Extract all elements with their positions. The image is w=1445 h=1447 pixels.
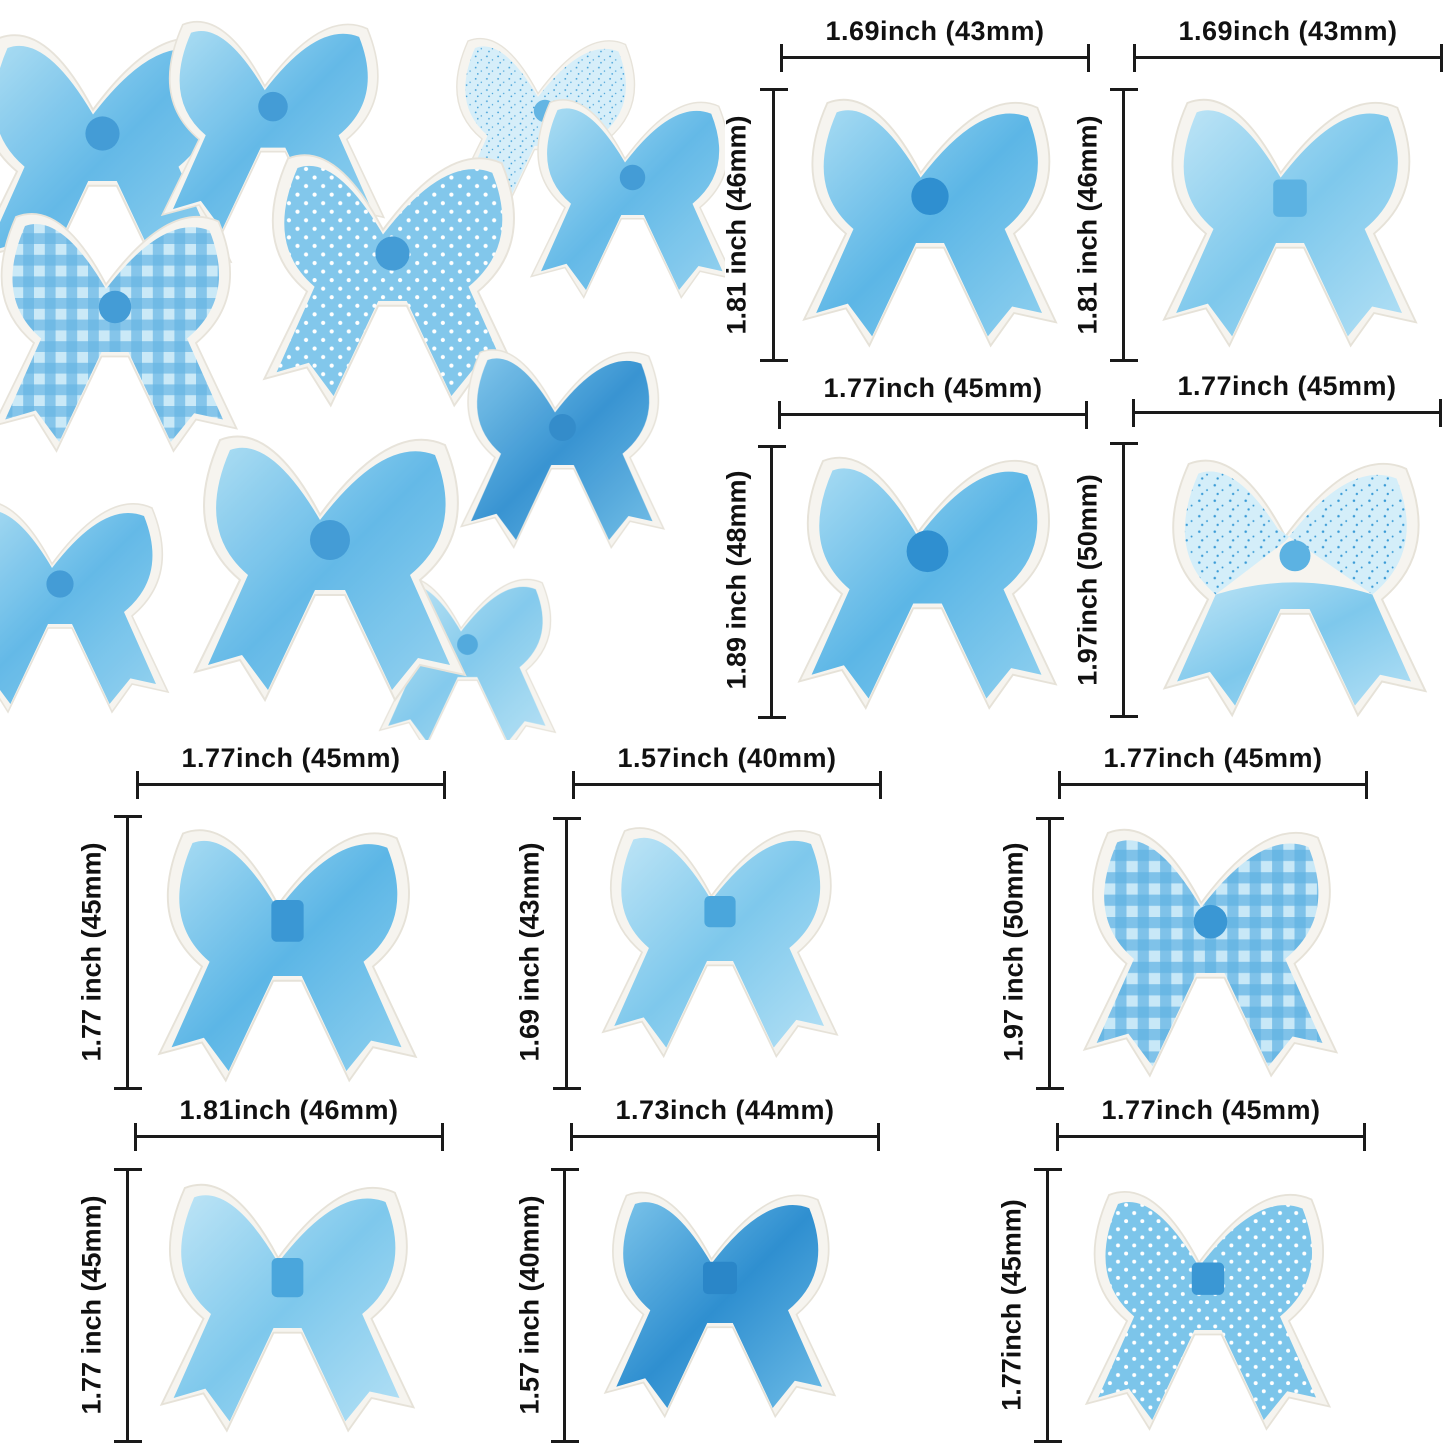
sticker-5-bow-image [145, 805, 430, 1090]
sticker-2-height-dimension [1102, 88, 1142, 362]
sticker-7-height-label: 1.97 inch (50mm) [998, 842, 1029, 1062]
sticker-4-height-label: 1.97inch (50mm) [1072, 474, 1103, 686]
sticker-1-bow-image [790, 75, 1070, 355]
width-label: 1.81inch (46mm) [179, 1095, 399, 1125]
sticker-7-bow-image [1068, 805, 1353, 1085]
sticker-5-height-label: 1.77 inch (45mm) [76, 842, 107, 1062]
width-label: 1.69inch (43mm) [1178, 16, 1398, 46]
sticker-9-bow-image [580, 1170, 860, 1425]
sticker-8-height-label: 1.77 inch (45mm) [76, 1195, 107, 1415]
sticker-8-height-dimension [106, 1168, 146, 1443]
width-label: 1.77inch (45mm) [181, 743, 401, 773]
bow-sticker-pile [0, 0, 725, 740]
sticker-1-width-dimension: 1.69inch (43mm) [780, 16, 1090, 72]
sticker-2-bow-image [1150, 65, 1430, 365]
sticker-8-width-dimension: 1.81inch (46mm) [134, 1095, 444, 1151]
sticker-3-height-label: 1.89 inch (48mm) [721, 470, 752, 690]
sticker-9-width-dimension: 1.73inch (44mm) [570, 1095, 880, 1151]
sticker-10-bow-image [1068, 1168, 1348, 1438]
sticker-5-width-dimension: 1.77inch (45mm) [136, 743, 446, 799]
width-label: 1.73inch (44mm) [615, 1095, 835, 1125]
width-label: 1.57inch (40mm) [617, 743, 837, 773]
sticker-4-width-dimension: 1.77inch (45mm) [1132, 371, 1442, 427]
sticker-9-height-label: 1.57 inch (40mm) [514, 1195, 545, 1415]
width-label: 1.77inch (45mm) [1103, 743, 1323, 773]
sticker-10-height-label: 1.77inch (45mm) [996, 1199, 1027, 1411]
sticker-5-height-dimension [106, 815, 146, 1090]
sticker-7-height-dimension [1028, 817, 1068, 1090]
width-label: 1.69inch (43mm) [825, 16, 1045, 46]
sticker-4-bow-image [1150, 435, 1440, 725]
sticker-1-height-dimension [752, 88, 792, 362]
sticker-3-height-dimension [750, 445, 790, 719]
width-label: 1.77inch (45mm) [1101, 1095, 1321, 1125]
sticker-3-width-dimension: 1.77inch (45mm) [778, 373, 1088, 429]
sticker-9-height-dimension [543, 1168, 583, 1443]
sticker-6-height-dimension [545, 817, 585, 1090]
sticker-1-height-label: 1.81 inch (46mm) [721, 115, 752, 335]
sticker-6-bow-image [590, 800, 850, 1070]
sticker-2-width-dimension: 1.69inch (43mm) [1133, 16, 1443, 72]
sticker-8-bow-image [145, 1160, 430, 1440]
sticker-3-bow-image [785, 430, 1070, 720]
sticker-10-width-dimension: 1.77inch (45mm) [1056, 1095, 1366, 1151]
sticker-10-height-dimension [1026, 1168, 1066, 1443]
bow-pile-illustration [0, 20, 725, 740]
sticker-6-height-label: 1.69 inch (43mm) [514, 842, 545, 1062]
sticker-4-height-dimension [1102, 442, 1142, 718]
width-label: 1.77inch (45mm) [1177, 371, 1397, 401]
sticker-7-width-dimension: 1.77inch (45mm) [1058, 743, 1368, 799]
sticker-6-width-dimension: 1.57inch (40mm) [572, 743, 882, 799]
sticker-2-height-label: 1.81 inch (46mm) [1072, 115, 1103, 335]
width-label: 1.77inch (45mm) [823, 373, 1043, 403]
